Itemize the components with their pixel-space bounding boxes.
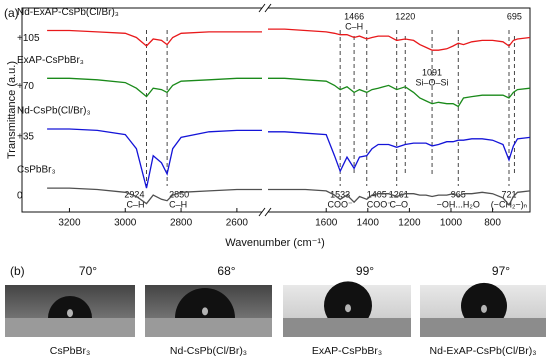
annotation: C–H <box>345 21 363 31</box>
annotation: 1091 <box>422 67 442 77</box>
plot-frame <box>268 7 531 213</box>
droplet <box>324 281 372 318</box>
x-tick-label: 800 <box>484 218 501 229</box>
offset-label: 0 <box>17 191 23 202</box>
offset-label: +105 <box>17 33 40 44</box>
contact-angle: 97° <box>492 264 510 278</box>
panel-label: (a) <box>4 6 19 20</box>
annotation: COO⁻ <box>328 199 354 209</box>
droplet-highlight <box>67 309 73 318</box>
x-tick-label: 1000 <box>440 218 463 229</box>
annotation: 1533 <box>330 189 350 199</box>
droplet-highlight <box>202 307 208 316</box>
x-tick-label: 1400 <box>357 218 380 229</box>
annotation: 1261 <box>389 189 409 199</box>
annotation: Si–O–Si <box>416 77 449 87</box>
substrate <box>145 318 272 337</box>
x-tick-label: 1200 <box>398 218 421 229</box>
x-tick-label: 2600 <box>226 218 249 229</box>
contact-angle: 99° <box>356 264 374 278</box>
spectrum-line <box>47 128 531 189</box>
spectrum-line <box>47 77 531 108</box>
substrate <box>5 318 135 337</box>
sample-name: Nd-CsPb(Cl/Br)₃ <box>170 345 247 357</box>
annotation: C–H <box>126 199 144 209</box>
series-label: Nd-ExAP-CsPb(Cl/Br)₃ <box>17 7 119 18</box>
annotation: 965 <box>451 189 466 199</box>
plot-frame <box>21 7 262 213</box>
spectrum-line <box>47 187 531 207</box>
droplet <box>175 288 235 318</box>
substrate <box>420 318 546 337</box>
droplet <box>48 296 92 318</box>
contact-angle: 68° <box>217 264 235 278</box>
series-label: Nd-CsPb(Cl/Br)₃ <box>17 106 91 117</box>
x-axis-label: Wavenumber (cm⁻¹) <box>225 237 325 249</box>
offset-label: +70 <box>17 81 34 92</box>
spectrum-line <box>47 28 531 51</box>
annotation: COO⁻ <box>367 199 393 209</box>
x-tick-label: 3200 <box>58 218 81 229</box>
droplet-highlight <box>481 304 487 313</box>
annotation: C–H <box>169 199 187 209</box>
sample-name: CsPbBr₃ <box>50 345 90 357</box>
offset-label: +35 <box>17 132 34 143</box>
axis-break <box>258 3 272 217</box>
x-tick-label: 1600 <box>315 218 338 229</box>
annotation: 1466 <box>344 11 364 21</box>
x-tick-label: 3000 <box>114 218 137 229</box>
annotation: −OH...H₂O <box>437 199 480 209</box>
droplet-highlight <box>345 304 351 313</box>
annotation: 1220 <box>395 11 415 21</box>
sample-name: ExAP-CsPbBr₃ <box>312 345 382 357</box>
contact-angle: 70° <box>79 264 97 278</box>
panel-label: (b) <box>10 264 25 278</box>
annotation: 695 <box>507 11 522 21</box>
series-label: CsPbBr₃ <box>17 165 56 176</box>
annotation: 2850 <box>169 189 189 199</box>
x-tick-label: 2800 <box>170 218 193 229</box>
y-axis-label: Transmittance (a.u.) <box>6 61 18 159</box>
droplet <box>461 282 508 318</box>
series-label: ExAP-CsPbBr₃ <box>17 55 84 66</box>
annotation: 721 <box>501 189 516 199</box>
sample-name: Nd-ExAP-CsPb(Cl/Br)₃ <box>430 345 537 357</box>
substrate <box>283 318 411 337</box>
annotation: 2924 <box>124 189 144 199</box>
annotation: C–O <box>389 199 408 209</box>
